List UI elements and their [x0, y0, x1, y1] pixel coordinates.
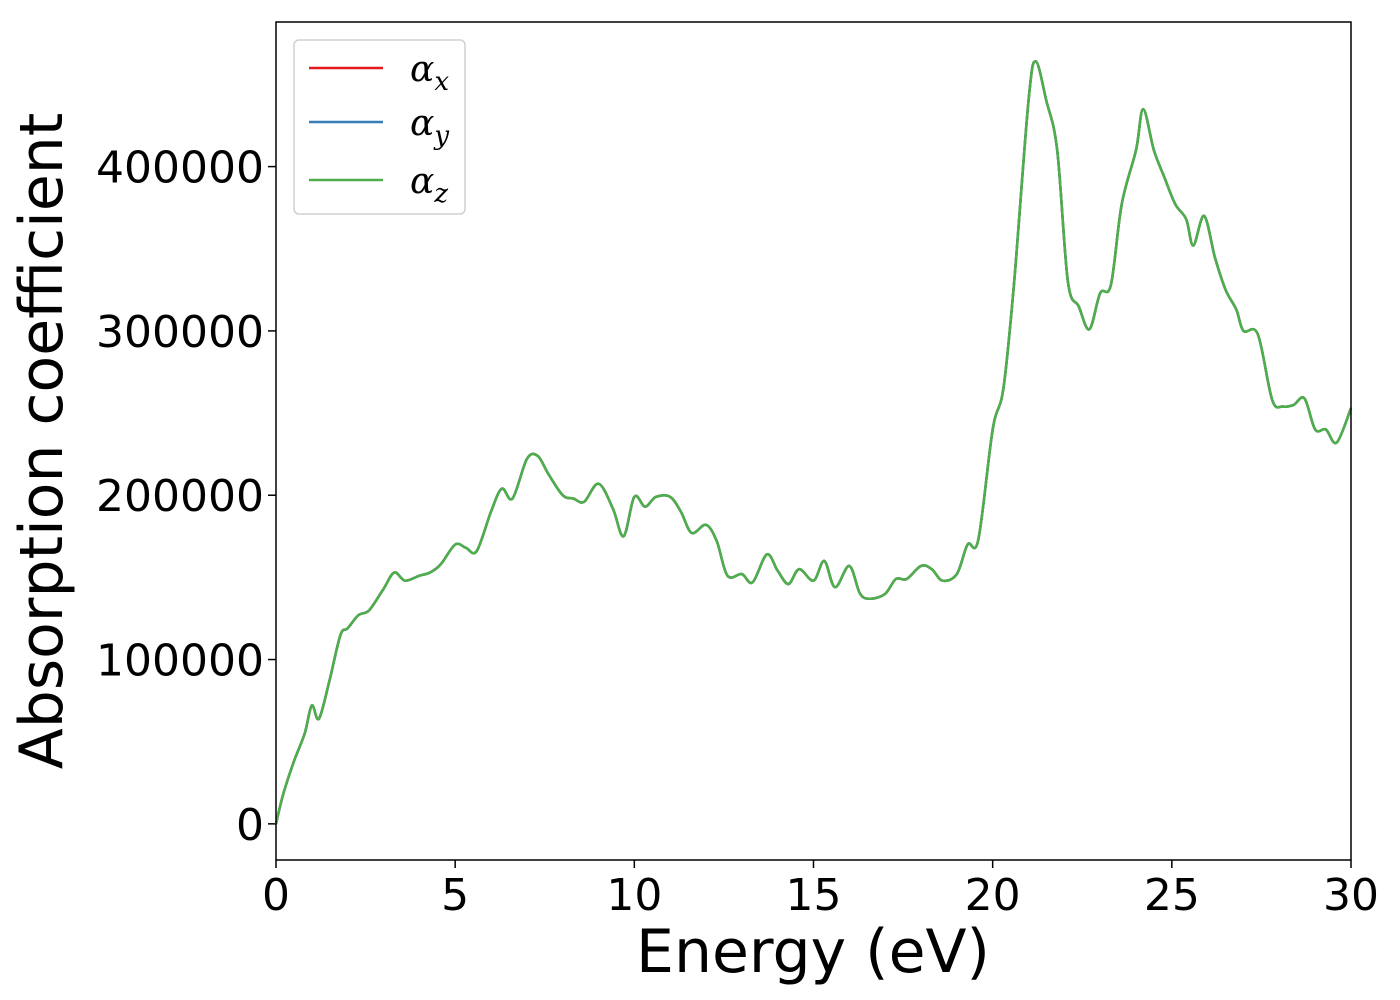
y-tick-label: 200000 — [96, 471, 264, 522]
y-axis: 0 100000 200000 300000 400000 — [96, 143, 276, 851]
y-tick-label: 0 — [236, 800, 264, 851]
legend: αx αy αz — [293, 39, 466, 215]
x-tick-label: 25 — [1144, 870, 1200, 921]
series-line-3 — [274, 60, 1353, 825]
y-axis-label: Absorption coefficient — [7, 113, 77, 770]
x-axis-label: Energy (eV) — [636, 917, 990, 987]
y-tick-label: 400000 — [96, 143, 264, 194]
legend-entry: αx — [410, 49, 449, 97]
x-tick-label: 20 — [965, 870, 1021, 921]
x-tick-label: 15 — [786, 870, 842, 921]
legend-entry: αy — [410, 103, 449, 151]
legend-entry: αz — [410, 161, 448, 209]
legend-box — [293, 39, 466, 215]
plot-area — [274, 60, 1353, 825]
x-tick-label: 10 — [606, 870, 662, 921]
y-tick-label: 100000 — [96, 636, 264, 687]
x-tick-label: 30 — [1323, 870, 1379, 921]
x-tick-label: 0 — [262, 870, 290, 921]
plot-frame — [275, 21, 1352, 861]
x-tick-label: 5 — [441, 870, 469, 921]
y-tick-label: 300000 — [96, 307, 264, 358]
x-axis: 0 5 10 15 20 25 30 — [262, 860, 1379, 921]
